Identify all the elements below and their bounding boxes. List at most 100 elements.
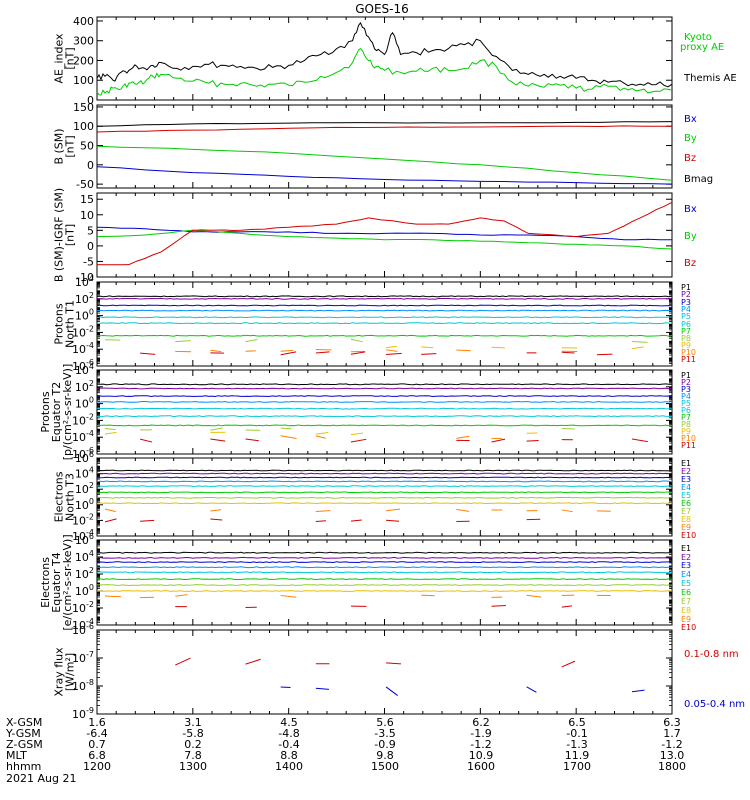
series-p10 — [280, 435, 502, 439]
y-axis-label: Protons — [39, 391, 52, 432]
y-axis-label: Electrons — [53, 471, 66, 522]
series-p6 — [96, 415, 673, 418]
y-tick-label: -5 — [83, 255, 94, 268]
y-tick-label: 0 — [87, 240, 94, 253]
y-tick-label: 10-8 — [72, 678, 94, 693]
legend-e3: E3 — [681, 475, 691, 484]
footer-value: 9.8 — [376, 749, 394, 762]
y-axis-label: [nT] — [64, 224, 77, 246]
y-tick-label: 10-2 — [72, 600, 94, 615]
legend-p11: P11 — [681, 355, 696, 364]
y-axis-label: [e/(cm²-s-sr-keV)] — [61, 534, 74, 630]
panel-xray_flux: 10-6 10-7 10-8 10-9 Xray flux[W/m²] 0.1-0.8 n… — [53, 622, 746, 721]
series-themis-ae — [96, 21, 673, 88]
legend-e8: E8 — [681, 515, 691, 524]
legend-p7: P7 — [681, 413, 691, 422]
y-tick-label: 102 — [75, 481, 94, 496]
series-p8 — [104, 338, 648, 343]
y-tick-label: 10-4 — [72, 617, 94, 632]
y-tick-label: 104 — [75, 362, 94, 377]
legend-e10: E10 — [681, 531, 696, 540]
y-tick-label: 106 — [75, 450, 94, 465]
footer-value: 1500 — [371, 760, 399, 773]
footer-value: 1800 — [658, 760, 686, 773]
legend-p8: P8 — [681, 334, 691, 343]
y-tick-label: 100 — [75, 497, 94, 512]
legend-p4: P4 — [681, 305, 691, 314]
series-e4 — [96, 480, 673, 483]
series-p9 — [104, 431, 538, 436]
legend-0-1-0-8-nm: 0.1-0.8 nm — [684, 649, 739, 660]
legend-p10: P10 — [681, 434, 696, 443]
footer-value: 1.6 — [88, 716, 106, 729]
series-p7 — [96, 424, 672, 427]
footer-value: 1700 — [563, 760, 591, 773]
legend-e9: E9 — [681, 615, 691, 624]
y-axis-label: AE_index — [53, 33, 66, 84]
series-e10 — [104, 518, 541, 523]
legend-kyoto: Kyoto — [684, 32, 712, 43]
y-tick-label: 10-4 — [72, 429, 94, 444]
series-p8 — [104, 427, 576, 431]
y-axis-label: Equator T4 — [50, 552, 63, 612]
legend-p5: P5 — [681, 312, 691, 321]
legend-e3: E3 — [681, 561, 691, 570]
footer-value: 7.8 — [184, 749, 202, 762]
y-axis-label: [nT] — [64, 135, 77, 157]
legend-p11: P11 — [681, 441, 696, 450]
legend-p7: P7 — [681, 327, 691, 336]
y-tick-label: 400 — [73, 15, 94, 28]
series-e7 — [96, 584, 673, 587]
series-bz — [96, 125, 673, 133]
legend-e6: E6 — [681, 588, 691, 597]
legend-p10: P10 — [681, 348, 696, 357]
series-e7 — [96, 496, 673, 499]
y-tick-label: 10-4 — [72, 528, 94, 543]
series-p11 — [140, 351, 613, 356]
series-kyoto-proxy-ae — [96, 47, 673, 96]
series-e2 — [96, 472, 673, 475]
y-axis-label: B (SM)-IGRF (SM) — [53, 188, 66, 282]
y-tick-label: 102 — [75, 291, 94, 306]
footer-value: -0.4 — [278, 738, 299, 751]
y-axis-label: Equator T2 — [50, 382, 63, 442]
legend-e8: E8 — [681, 606, 691, 615]
footer-value: 1200 — [83, 760, 111, 773]
footer-row-label: Y-GSM — [5, 727, 41, 740]
legend-p9: P9 — [681, 341, 691, 350]
legend-e2: E2 — [681, 553, 691, 562]
y-axis-label: [p/(cm²-s-sr-keV)] — [61, 364, 74, 461]
series-p7 — [96, 334, 673, 337]
legend-e7: E7 — [681, 597, 691, 606]
footer-value: 6.2 — [472, 716, 490, 729]
legend-e10: E10 — [681, 623, 696, 632]
y-tick-label: 104 — [75, 549, 94, 564]
footer-value: 6.5 — [568, 716, 586, 729]
series-p1 — [96, 295, 673, 298]
y-tick-label: 100 — [73, 74, 94, 87]
y-tick-label: 0 — [87, 94, 94, 107]
ephemeris-footer: X-GSM 1.6 3.1 4.5 5.6 6.2 6.5 6.3 Y-GSM -6.4 -5.8 -… — [5, 716, 686, 785]
series-p2 — [96, 387, 673, 390]
legend-proxy-ae: proxy AE — [680, 42, 724, 53]
legend-bz: Bz — [684, 258, 696, 269]
footer-value: -0.9 — [374, 738, 395, 751]
plot-title: GOES-16 — [355, 2, 409, 16]
legend-e1: E1 — [681, 459, 691, 468]
y-tick-label: 10-9 — [72, 706, 94, 721]
legend-by: By — [684, 133, 697, 144]
legend-e9: E9 — [681, 523, 691, 532]
footer-value: -1.3 — [566, 738, 587, 751]
legend-p1: P1 — [681, 371, 691, 380]
series-e5 — [96, 485, 672, 488]
legend-p1: P1 — [681, 283, 691, 292]
series-e10 — [175, 604, 573, 608]
series-p3 — [96, 395, 673, 398]
y-tick-label: 10-2 — [72, 512, 94, 527]
footer-value: 1.7 — [663, 727, 681, 740]
series-p4 — [96, 400, 673, 403]
footer-value: 6.8 — [88, 749, 106, 762]
